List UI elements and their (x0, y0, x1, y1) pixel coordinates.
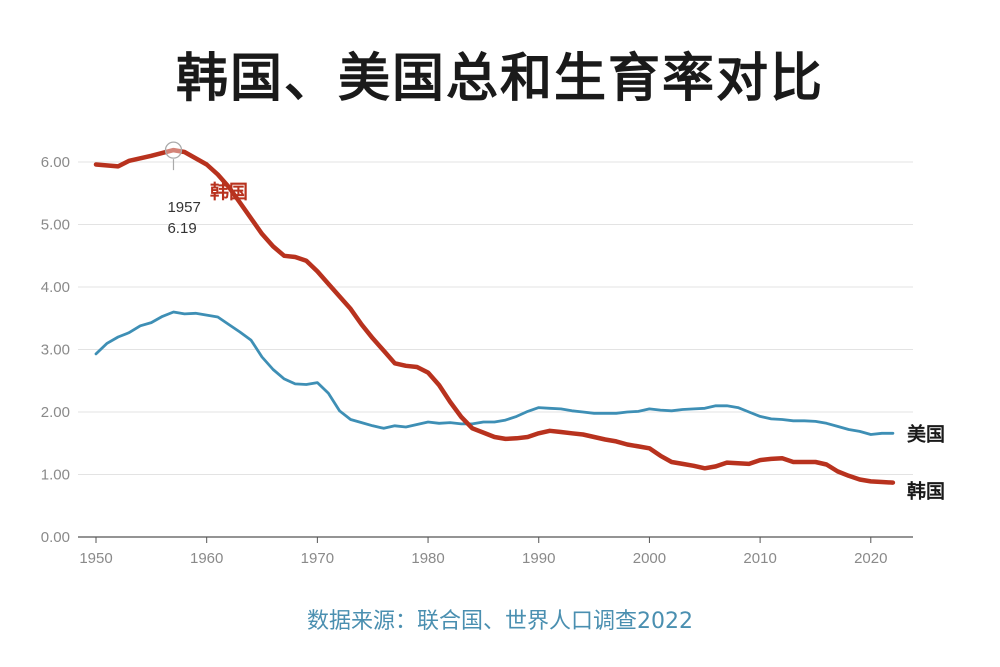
annotation-value: 6.19 (167, 220, 196, 237)
y-tick-label: 6.00 (41, 154, 70, 171)
end-label-usa: 美国 (907, 422, 945, 445)
y-tick-label: 3.00 (41, 342, 70, 359)
series-line-korea (93, 147, 896, 485)
x-tick-label: 1970 (301, 550, 334, 567)
y-axis-ticks: 0.00 1.00 2.00 3.00 4.00 5.00 6.00 (41, 154, 70, 546)
annotation-year: 1957 (167, 199, 200, 216)
y-tick-label: 4.00 (41, 279, 70, 296)
annotation-marker (164, 141, 183, 159)
x-tick-label: 1960 (190, 550, 223, 567)
y-tick-label: 1.00 (41, 467, 70, 484)
x-tick-label: 1950 (79, 550, 112, 567)
x-axis-ticks: 1950 1960 1970 1980 1990 2000 2010 2020 (79, 537, 887, 567)
x-tick-label: 2000 (633, 550, 666, 567)
y-tick-label: 5.00 (41, 217, 70, 234)
peak-annotation: 1957 6.19 (164, 141, 201, 237)
x-tick-label: 1990 (522, 550, 555, 567)
gridlines (78, 161, 913, 475)
data-source-note: 数据来源：联合国、世界人口调查2022 (307, 609, 693, 634)
series-lines (93, 147, 896, 485)
x-tick-label: 2010 (743, 550, 776, 567)
y-tick-label: 0.00 (41, 529, 70, 546)
inline-label-korea: 韩国 (210, 180, 248, 203)
x-tick-label: 1980 (411, 550, 444, 567)
x-tick-label: 2020 (854, 550, 887, 567)
end-label-korea: 韩国 (907, 480, 945, 503)
y-tick-label: 2.00 (41, 404, 70, 421)
series-line-usa (94, 310, 895, 436)
chart-title: 韩国、美国总和生育率对比 (175, 49, 824, 109)
